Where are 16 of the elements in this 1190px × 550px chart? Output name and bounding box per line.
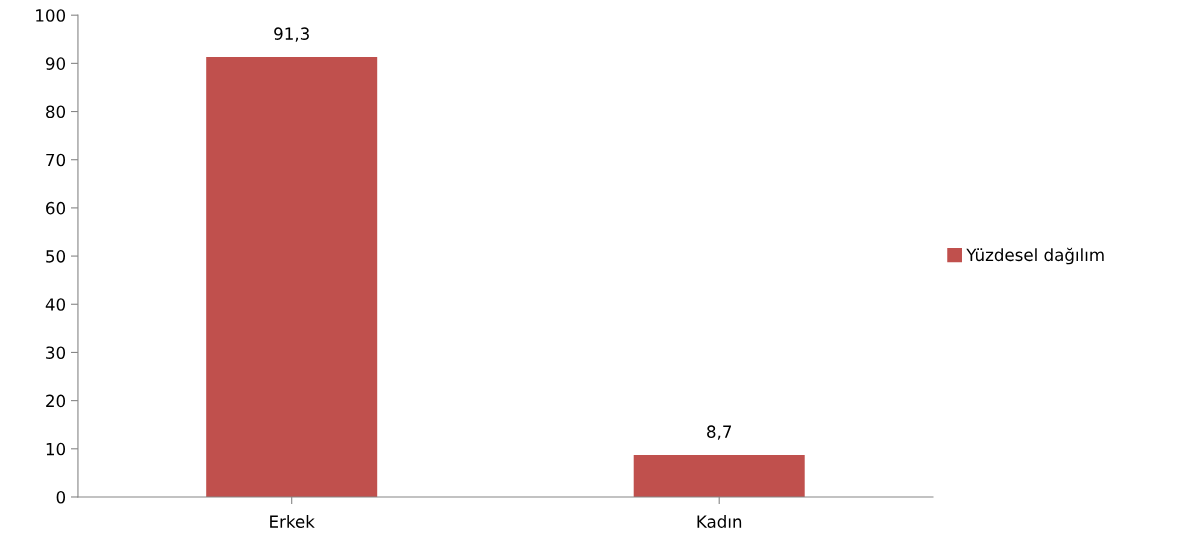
y-tick-label: 0: [56, 490, 66, 504]
data-label: 8,7: [707, 425, 732, 440]
x-tick-label: Kadın: [697, 515, 742, 528]
y-tick-label: 30: [46, 346, 66, 360]
x-tick-label: Erkek: [270, 515, 315, 528]
y-tick-label: 100: [36, 9, 66, 22]
y-tick-label: 20: [46, 394, 66, 408]
legend-label: Yüzdesel dağılım: [966, 247, 1104, 265]
data-label: 91,3: [274, 27, 309, 42]
y-tick-label: 50: [46, 250, 66, 263]
y-tick-label: 60: [46, 201, 66, 215]
y-tick-label: 40: [45, 298, 66, 311]
y-tick-label: 90: [45, 57, 66, 70]
y-tick-label: 70: [46, 153, 66, 167]
y-tick-label: 10: [46, 442, 66, 456]
y-tick-label: 80: [46, 105, 66, 119]
